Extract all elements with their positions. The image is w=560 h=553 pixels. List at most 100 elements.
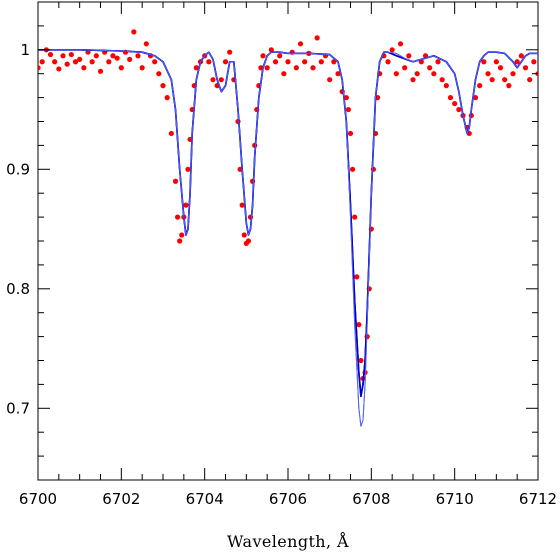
model-line [38,49,538,398]
data-point [452,100,458,107]
data-point [410,77,416,83]
data-point [227,49,233,55]
data-point [343,95,349,101]
data-point [472,95,479,101]
data-point [239,202,245,208]
data-point [60,53,66,59]
y-tick-label: 0.8 [6,280,30,298]
data-point [527,77,533,83]
data-point [489,77,495,83]
data-point [327,77,333,83]
x-axis-title: Wavelength, Å [227,531,349,551]
data-point [174,214,181,220]
model-line-overlay [38,49,538,427]
data-point [277,53,283,59]
data-point [406,53,412,59]
data-point [118,65,124,71]
data-point [389,47,395,53]
data-point [414,71,420,77]
data-point [38,65,41,71]
y-tick-label: 1 [20,41,30,59]
data-point [81,65,87,71]
data-point [502,77,508,83]
data-point [179,232,185,238]
data-point [302,59,308,65]
y-tick-label: 0.9 [6,160,30,178]
x-tick-label: 6712 [519,490,557,508]
data-point [347,130,354,137]
x-tick-label: 6708 [352,490,390,508]
data-point [164,95,170,101]
data-point [168,130,174,137]
plot-frame [37,1,539,481]
y-tick-label: 0.7 [6,399,30,417]
series-layer [38,29,538,427]
data-point [397,41,404,47]
data-point [481,59,487,65]
data-point [431,71,437,77]
x-tick-label: 6706 [269,490,307,508]
data-point [183,202,189,208]
data-point [510,71,516,77]
data-point [131,29,137,35]
data-point [110,53,116,59]
data-point [531,59,537,65]
data-point [156,71,162,77]
data-point [97,68,104,74]
x-tick-label: 6702 [102,490,140,508]
data-point [139,65,145,71]
data-point [222,59,229,65]
data-point [385,59,391,65]
data-point [210,77,216,83]
axes-layer: 6700 6702 6704 6706 6708 6710 6712 0.7 0.8 0.9 1 [6,1,557,508]
data-point [39,59,45,65]
data-point [443,83,449,89]
data-point [393,71,399,77]
data-point [331,59,337,65]
data-point [272,59,279,65]
data-point [477,83,483,89]
data-point [52,59,58,65]
data-point [245,238,252,244]
data-point [352,214,358,220]
x-tick-label: 6710 [436,490,474,508]
data-point [172,178,179,184]
data-point [77,56,83,62]
data-point [522,65,529,71]
data-point [72,59,79,65]
data-point [497,65,504,71]
data-point [160,83,166,89]
data-point [268,47,274,53]
x-tick-label: 6700 [19,490,57,508]
data-point [345,106,352,113]
data-point [85,49,91,55]
data-point [114,55,120,61]
data-point [206,59,212,65]
data-point [264,65,270,71]
data-point [318,59,324,65]
data-point [135,53,141,59]
data-point [193,65,199,71]
data-point [89,59,95,65]
data-point [358,357,364,364]
data-point [427,65,433,71]
data-point [506,83,512,89]
data-point [93,53,99,59]
data-point [297,41,304,47]
data-point [218,77,224,83]
data-point [456,106,462,113]
data-point [314,35,320,41]
data-point [127,56,133,62]
plot-area [37,1,539,481]
x-tick-label: 6704 [186,490,224,508]
data-point [281,71,287,77]
data-point [177,238,183,244]
model-line-overlay [38,49,538,398]
data-point [152,59,158,65]
data-point [439,77,445,83]
data-point [518,53,524,59]
data-point [447,95,454,101]
data-point [293,65,299,71]
data-point [485,71,491,77]
